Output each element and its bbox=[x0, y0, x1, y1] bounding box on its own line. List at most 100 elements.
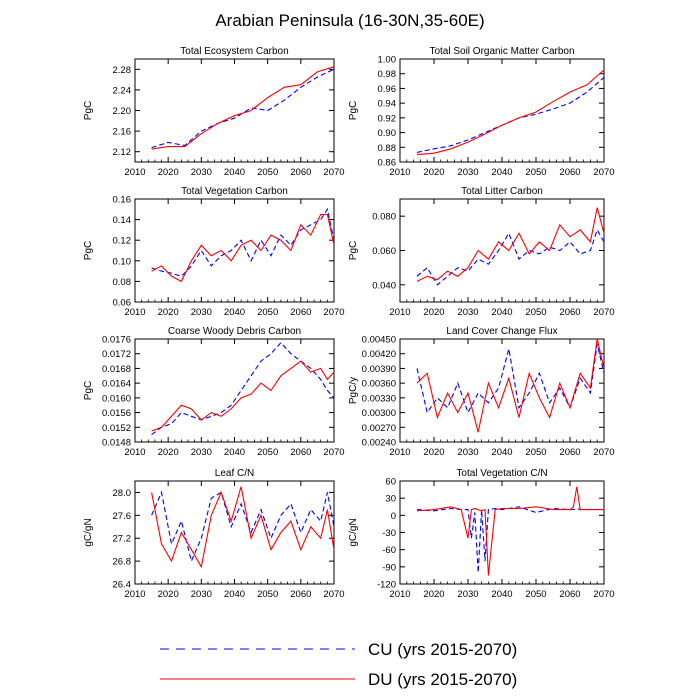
y-tick-label: 0.0156 bbox=[102, 408, 131, 419]
series-line-du bbox=[416, 69, 605, 156]
x-tick-label: 2020 bbox=[158, 307, 179, 318]
y-axis-label: PgC bbox=[348, 101, 359, 120]
x-tick-label: 2060 bbox=[290, 447, 311, 458]
y-tick-label: 2.24 bbox=[113, 85, 132, 96]
series-line-cu bbox=[416, 228, 605, 286]
panel-land-cover-change-flux: Land Cover Change Flux PgC/y 2010 2020 2030 2… bbox=[348, 326, 615, 458]
y-tick-label: 0.10 bbox=[113, 256, 132, 267]
panel-title: Total Soil Organic Matter Carbon bbox=[429, 46, 574, 57]
y-axis-label: PgC bbox=[348, 241, 359, 260]
x-tick-label: 2040 bbox=[224, 589, 245, 600]
x-tick-label: 2010 bbox=[124, 167, 145, 178]
x-tick-label: 2030 bbox=[191, 307, 212, 318]
x-tick-label: 2020 bbox=[158, 167, 179, 178]
y-tick-label: 0.94 bbox=[378, 99, 397, 110]
y-tick-label: -90 bbox=[382, 562, 396, 573]
y-tick-label: 0.0168 bbox=[102, 364, 131, 375]
x-tick-label: 2050 bbox=[257, 589, 278, 600]
x-tick-label: 2020 bbox=[158, 447, 179, 458]
x-tick-label: 2070 bbox=[323, 167, 344, 178]
y-tick-label: -120 bbox=[377, 580, 396, 591]
y-tick-label: 27.2 bbox=[113, 534, 132, 545]
y-tick-label: 0.98 bbox=[378, 69, 397, 80]
x-tick-label: 2060 bbox=[559, 307, 580, 318]
panel-coarse-woody-debris-carbon: Coarse Woody Debris Carbon PgC 2010 2020 203… bbox=[83, 326, 345, 458]
x-tick-label: 2030 bbox=[457, 447, 478, 458]
series-line-du bbox=[151, 213, 335, 283]
y-tick-label: 60 bbox=[385, 477, 396, 488]
x-tick-label: 2050 bbox=[525, 447, 546, 458]
y-tick-label: 0.86 bbox=[378, 158, 397, 169]
series-line-du bbox=[416, 338, 605, 433]
y-axis-label: PgC/y bbox=[348, 377, 359, 404]
x-tick-label: 2070 bbox=[323, 307, 344, 318]
x-tick-label: 2060 bbox=[290, 307, 311, 318]
y-tick-label: 0.90 bbox=[378, 128, 397, 139]
y-tick-label: 30 bbox=[385, 494, 396, 505]
panel-title: Coarse Woody Debris Carbon bbox=[168, 326, 301, 337]
series-line-cu bbox=[151, 207, 335, 277]
y-tick-label: 28.0 bbox=[113, 488, 132, 499]
y-tick-label: 2.20 bbox=[113, 106, 132, 117]
panel-title: Total Ecosystem Carbon bbox=[180, 46, 288, 57]
x-tick-label: 2020 bbox=[158, 589, 179, 600]
y-axis-label: PgC bbox=[83, 381, 94, 400]
y-tick-label: 0.080 bbox=[372, 212, 396, 223]
y-axis-label: gC/gN bbox=[348, 518, 359, 546]
x-tick-label: 2040 bbox=[491, 307, 512, 318]
x-tick-label: 2070 bbox=[323, 589, 344, 600]
y-axis-label: gC/gN bbox=[83, 518, 94, 546]
panel-leaf-cn: Leaf C/N gC/gN 2010 2020 2030 2040 2050 2060 207… bbox=[83, 468, 345, 600]
series-line-du bbox=[151, 66, 335, 150]
x-tick-label: 2040 bbox=[224, 167, 245, 178]
series-line-cu bbox=[416, 506, 604, 573]
y-axis-label: PgC bbox=[83, 241, 94, 260]
y-tick-label: -30 bbox=[382, 528, 396, 539]
y-tick-label: 0.00360 bbox=[362, 379, 396, 390]
panel-total-ecosystem-carbon: Total Ecosystem Carbon PgC 2010 2020 2030 204… bbox=[83, 46, 345, 178]
y-tick-label: 2.12 bbox=[113, 147, 132, 158]
y-tick-label: 0.0176 bbox=[102, 335, 131, 346]
x-tick-label: 2060 bbox=[290, 167, 311, 178]
y-tick-label: 0.88 bbox=[378, 143, 397, 154]
x-tick-label: 2020 bbox=[423, 307, 444, 318]
series-line-du bbox=[151, 360, 335, 432]
x-tick-label: 2010 bbox=[389, 307, 410, 318]
y-tick-label: 26.8 bbox=[113, 557, 132, 568]
x-tick-label: 2020 bbox=[423, 167, 444, 178]
y-tick-label: 0.0164 bbox=[102, 379, 131, 390]
y-tick-label: 0.00240 bbox=[362, 438, 396, 449]
y-tick-label: 0.06 bbox=[113, 298, 132, 309]
x-tick-label: 2030 bbox=[191, 589, 212, 600]
panel-title: Total Litter Carbon bbox=[461, 186, 543, 197]
plot-frame bbox=[399, 58, 605, 163]
x-tick-label: 2020 bbox=[423, 589, 444, 600]
series-line-du bbox=[416, 207, 605, 282]
x-tick-label: 2070 bbox=[593, 307, 614, 318]
panel-title: Total Vegetation C/N bbox=[456, 468, 547, 479]
y-tick-label: 0.0152 bbox=[102, 423, 131, 434]
x-tick-label: 2050 bbox=[525, 307, 546, 318]
plot-frame bbox=[134, 198, 335, 303]
y-tick-label: 0.14 bbox=[113, 215, 132, 226]
panel-total-vegetation-carbon: Total Vegetation Carbon PgC 2010 2020 2030 20… bbox=[83, 186, 345, 318]
x-tick-label: 2030 bbox=[457, 307, 478, 318]
panel-total-litter-carbon: Total Litter Carbon PgC 2010 2020 2030 2040 20… bbox=[348, 186, 615, 318]
x-tick-label: 2040 bbox=[491, 167, 512, 178]
legend: CU (yrs 2015-2070) DU (yrs 2015-2070) bbox=[160, 640, 517, 689]
y-tick-label: 0.16 bbox=[113, 195, 132, 206]
x-tick-label: 2010 bbox=[124, 447, 145, 458]
plot-frame bbox=[399, 198, 605, 303]
x-tick-label: 2060 bbox=[559, 447, 580, 458]
x-tick-label: 2010 bbox=[124, 589, 145, 600]
x-tick-label: 2020 bbox=[423, 447, 444, 458]
y-tick-label: 27.6 bbox=[113, 511, 132, 522]
x-tick-label: 2060 bbox=[290, 589, 311, 600]
x-tick-label: 2060 bbox=[559, 589, 580, 600]
series-line-du bbox=[151, 486, 335, 569]
y-tick-label: 1.00 bbox=[378, 55, 397, 66]
series-line-du bbox=[416, 486, 604, 576]
y-tick-label: 0.00330 bbox=[362, 393, 396, 404]
y-tick-label: 0.00420 bbox=[362, 349, 396, 360]
y-tick-label: 0.0160 bbox=[102, 393, 131, 404]
